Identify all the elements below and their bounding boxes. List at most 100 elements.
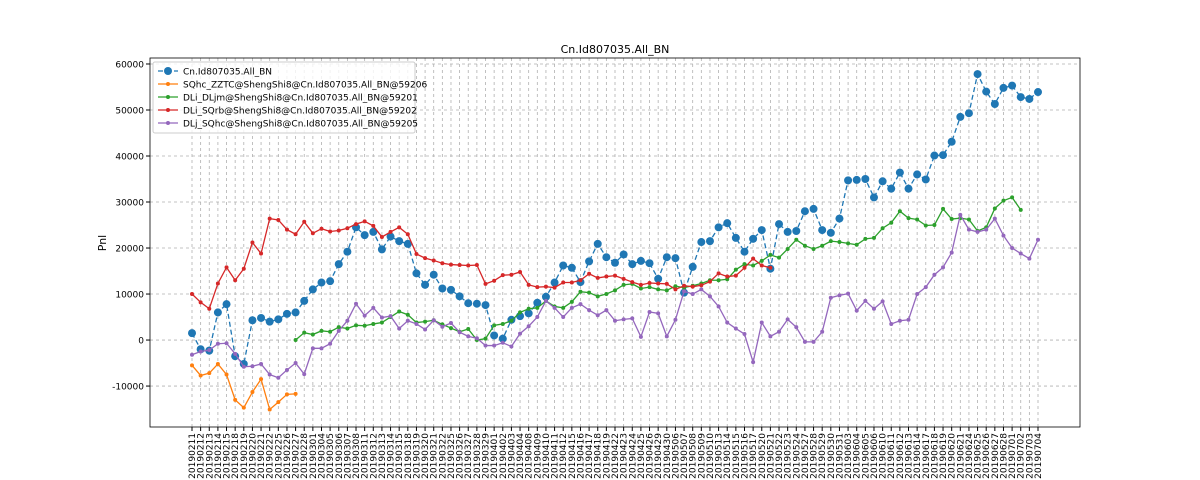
x-tick-label: 20190403 (507, 433, 517, 479)
point (207, 348, 212, 353)
point (397, 225, 402, 230)
point (714, 223, 723, 232)
point (267, 407, 272, 412)
point (500, 273, 505, 278)
x-tick-label: 20190621 (956, 433, 966, 479)
point (474, 336, 479, 341)
point (716, 304, 721, 309)
point (405, 318, 410, 323)
point (188, 329, 196, 338)
point (604, 292, 609, 297)
point (533, 298, 542, 307)
point (215, 281, 220, 286)
x-tick-label: 20190523 (784, 433, 794, 479)
point (932, 223, 937, 228)
point (526, 306, 531, 311)
x-tick-label: 20190425 (637, 433, 647, 479)
x-tick-label: 20190514 (723, 433, 733, 479)
point (300, 296, 309, 305)
point (647, 309, 652, 314)
point (846, 291, 851, 296)
x-tick-label: 20190426 (646, 433, 656, 479)
point (231, 352, 240, 361)
point (854, 308, 859, 313)
point (302, 330, 307, 335)
point (241, 266, 246, 271)
point (621, 282, 626, 287)
x-tick-label: 20190313 (378, 433, 388, 479)
point (897, 209, 902, 214)
legend-box (152, 61, 416, 134)
point (1010, 195, 1015, 200)
point (466, 263, 471, 268)
point (939, 151, 948, 160)
x-tick-label: 20190517 (749, 433, 759, 479)
x-tick-label: 20190522 (775, 433, 785, 479)
x-tick-label: 20190429 (654, 433, 664, 479)
point (828, 239, 833, 244)
point (852, 175, 861, 184)
point (213, 308, 222, 317)
point (949, 250, 954, 255)
point (431, 258, 436, 263)
point (535, 285, 540, 290)
point (682, 289, 687, 294)
point (992, 216, 997, 221)
point (887, 184, 896, 193)
point (239, 359, 248, 368)
point (466, 334, 471, 339)
point (871, 306, 876, 311)
point (716, 271, 721, 276)
point (593, 239, 602, 248)
point (621, 276, 626, 281)
point (751, 256, 756, 261)
x-tick-label: 20190628 (999, 433, 1009, 479)
point (198, 300, 203, 305)
point (932, 272, 937, 277)
point (1036, 237, 1040, 242)
point (984, 227, 989, 232)
point (276, 400, 281, 405)
x-tick-label: 20190215 (223, 433, 233, 479)
x-tick-label: 20190527 (801, 433, 811, 479)
point (800, 207, 809, 216)
point (664, 288, 669, 293)
point (457, 263, 462, 268)
y-tick-label: 40000 (115, 153, 144, 163)
point (915, 292, 920, 297)
point (354, 323, 359, 328)
point (923, 223, 928, 228)
point (587, 290, 592, 295)
point (492, 278, 497, 283)
point (362, 219, 367, 224)
point (1001, 233, 1006, 238)
x-tick-label: 20190506 (671, 433, 681, 479)
point (362, 313, 367, 318)
point (662, 253, 671, 262)
point (222, 300, 231, 309)
legend-label: Cn.Id807035.All_BN (183, 68, 272, 78)
x-tick-label: 20190703 (1025, 433, 1035, 479)
x-tick-label: 20190306 (335, 433, 345, 479)
point (310, 332, 315, 337)
x-tick-label: 20190509 (697, 433, 707, 479)
point (215, 341, 220, 346)
point (1008, 81, 1017, 90)
point (345, 226, 350, 231)
x-tick-label: 20190422 (611, 433, 621, 479)
point (284, 367, 289, 372)
x-tick-label: 20190530 (827, 433, 837, 479)
point (604, 308, 609, 313)
x-tick-label: 20190424 (628, 433, 638, 479)
point (241, 405, 246, 410)
chart-title: Cn.Id807035.All_BN (561, 43, 670, 56)
point (336, 228, 341, 233)
point (1025, 94, 1034, 103)
point (645, 259, 654, 268)
point (690, 284, 695, 289)
legend-label: DLi_SQrb@ShengShi8@Cn.Id807035.All_BN@59… (183, 107, 417, 117)
x-tick-label: 20190605 (861, 433, 871, 479)
point (535, 315, 540, 320)
point (336, 328, 341, 333)
y-tick-label: 30000 (115, 199, 144, 209)
